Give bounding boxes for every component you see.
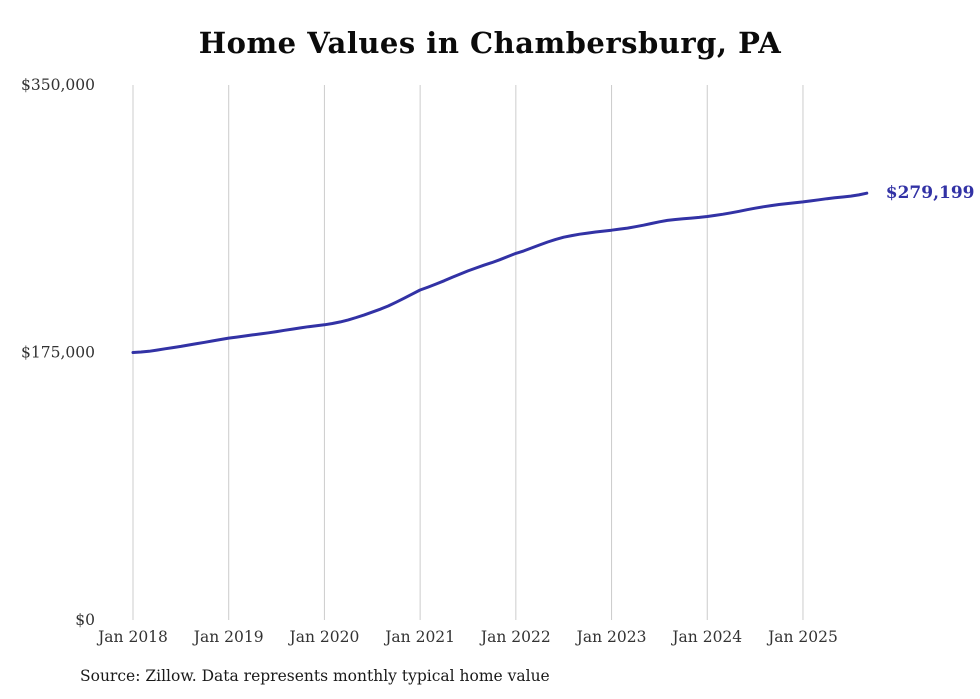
current-value-label: $279,199 — [885, 183, 975, 204]
x-tick-label: Jan 2023 — [575, 628, 647, 646]
source-note: Source: Zillow. Data represents monthly … — [80, 667, 550, 685]
x-tick-label: Jan 2022 — [479, 628, 551, 646]
x-tick-label: Jan 2021 — [383, 628, 455, 646]
y-tick-label: $0 — [75, 611, 95, 629]
y-tick-label: $175,000 — [21, 344, 95, 362]
home-value-series-line — [131, 191, 869, 354]
x-tick-label: Jan 2024 — [670, 628, 742, 646]
y-tick-label: $350,000 — [21, 76, 95, 94]
x-tick-label: Jan 2019 — [192, 628, 264, 646]
home-values-line-chart: Jan 2018 Jan 2019 Jan 2020 Jan 2021 Jan 2022… — [21, 76, 869, 646]
x-tick-label: Jan 2018 — [96, 628, 168, 646]
x-tick-label: Jan 2020 — [288, 628, 360, 646]
x-tick-label: Jan 2025 — [766, 628, 838, 646]
chart-title: Home Values in Chambersburg, PA — [198, 26, 782, 60]
